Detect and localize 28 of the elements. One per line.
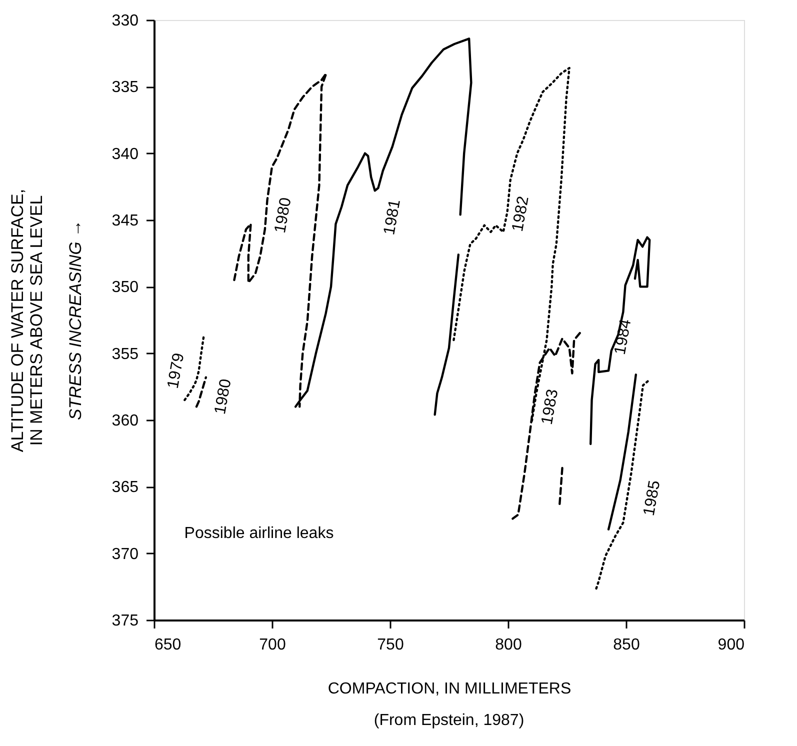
text: 1983 (538, 388, 562, 426)
y-tick-label: 355 (112, 346, 139, 363)
annotation: Possible airline leaks (184, 525, 334, 542)
text: 1980 (272, 196, 295, 234)
x-tick-label: 750 (377, 636, 404, 654)
y-tick-label: 335 (112, 79, 139, 96)
x-tick-label: 700 (259, 636, 286, 654)
y-tick-label: 375 (112, 612, 139, 630)
x-axis-title: COMPACTION, IN MILLIMETERS (328, 680, 572, 698)
text: 1981 (381, 198, 404, 236)
text: STRESS INCREASING → (66, 220, 85, 420)
y-tick-label: 360 (112, 412, 139, 430)
text: 1979 (164, 352, 188, 390)
text: 1985 (640, 479, 664, 518)
text: 1982 (509, 194, 532, 233)
y-tick-label: 365 (112, 479, 139, 496)
x-tick-label: 650 (154, 636, 182, 654)
y-tick-label: 350 (112, 279, 139, 296)
x-tick-label: 900 (718, 636, 745, 654)
y-tick-label: 340 (112, 146, 139, 163)
y-tick-label: 370 (112, 546, 139, 563)
y-axis-title: ALTITUDE OF WATER SURFACE, IN METERS ABOVE SEA LEVEL (8, 188, 46, 452)
x-tick-label: 850 (613, 636, 640, 654)
x-tick-label: 800 (495, 636, 522, 654)
text: (From Epstein, 1987) (374, 712, 524, 729)
text: 1980 (212, 378, 235, 416)
y-tick-label: 330 (112, 12, 139, 30)
y-tick-label: 345 (112, 212, 139, 230)
